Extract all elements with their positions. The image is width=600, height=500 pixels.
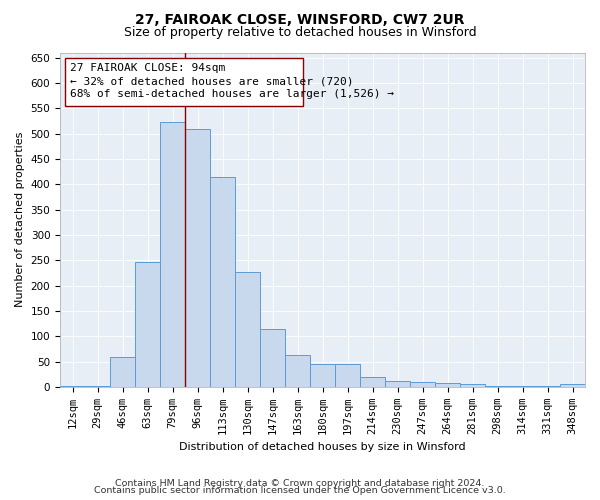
Text: Contains HM Land Registry data © Crown copyright and database right 2024.: Contains HM Land Registry data © Crown c… xyxy=(115,478,485,488)
Bar xyxy=(435,383,460,387)
Bar xyxy=(310,364,335,387)
Bar xyxy=(285,355,310,387)
Bar xyxy=(185,128,210,387)
Text: 27, FAIROAK CLOSE, WINSFORD, CW7 2UR: 27, FAIROAK CLOSE, WINSFORD, CW7 2UR xyxy=(135,12,465,26)
FancyBboxPatch shape xyxy=(65,58,302,106)
Bar xyxy=(460,384,485,387)
Bar xyxy=(135,262,160,387)
Bar xyxy=(260,328,285,387)
Bar xyxy=(235,272,260,387)
Y-axis label: Number of detached properties: Number of detached properties xyxy=(15,132,25,308)
Bar xyxy=(385,381,410,387)
Bar xyxy=(335,364,360,387)
Bar xyxy=(160,122,185,387)
Bar xyxy=(560,384,585,387)
Bar xyxy=(360,377,385,387)
Text: Contains public sector information licensed under the Open Government Licence v3: Contains public sector information licen… xyxy=(94,486,506,495)
Text: 68% of semi-detached houses are larger (1,526) →: 68% of semi-detached houses are larger (… xyxy=(70,90,394,100)
Bar xyxy=(110,356,135,387)
Bar xyxy=(410,382,435,387)
Text: 27 FAIROAK CLOSE: 94sqm: 27 FAIROAK CLOSE: 94sqm xyxy=(70,62,225,72)
Bar xyxy=(535,386,560,387)
Text: Size of property relative to detached houses in Winsford: Size of property relative to detached ho… xyxy=(124,26,476,39)
X-axis label: Distribution of detached houses by size in Winsford: Distribution of detached houses by size … xyxy=(179,442,466,452)
Bar xyxy=(85,386,110,387)
Bar xyxy=(485,386,510,387)
Bar xyxy=(60,386,85,387)
Bar xyxy=(210,176,235,387)
Text: ← 32% of detached houses are smaller (720): ← 32% of detached houses are smaller (72… xyxy=(70,77,353,87)
Bar xyxy=(510,386,535,387)
